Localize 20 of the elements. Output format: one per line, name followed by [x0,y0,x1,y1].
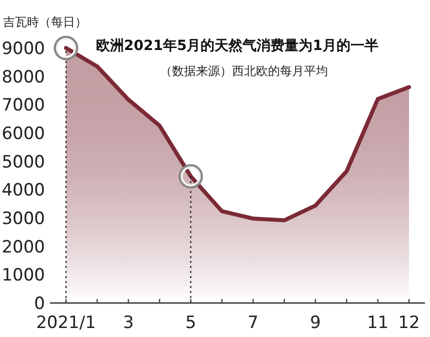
x-tick-label: 7 [248,313,259,333]
y-axis-title: 吉瓦時（每日） [3,15,87,29]
x-tick-label: 3 [122,313,134,333]
x-tick-label: 5 [185,313,196,333]
chart-title: 欧洲2021年5月的天然气消费量为1月的一半 [96,38,378,54]
y-tick-label: 8000 [2,67,45,88]
x-tick-label: 11 [367,313,389,333]
y-tick-label: 6000 [2,124,45,144]
y-tick-label: 4000 [2,180,45,201]
y-tick-label: 9000 [2,39,45,59]
text: （数据来源）西北欧的每月平均 [160,64,328,78]
x-tick-label: 12 [398,313,420,333]
y-tick-label: 0 [34,294,45,314]
y-tick-label: 5000 [2,152,45,172]
x-tick-label: 2021/1 [36,313,96,333]
y-tick-label: 2000 [2,237,45,258]
y-tick-label: 3000 [2,209,45,229]
y-tick-label: 7000 [2,96,45,116]
x-tick-label: 9 [310,313,321,333]
y-tick-label: 1000 [2,266,45,286]
